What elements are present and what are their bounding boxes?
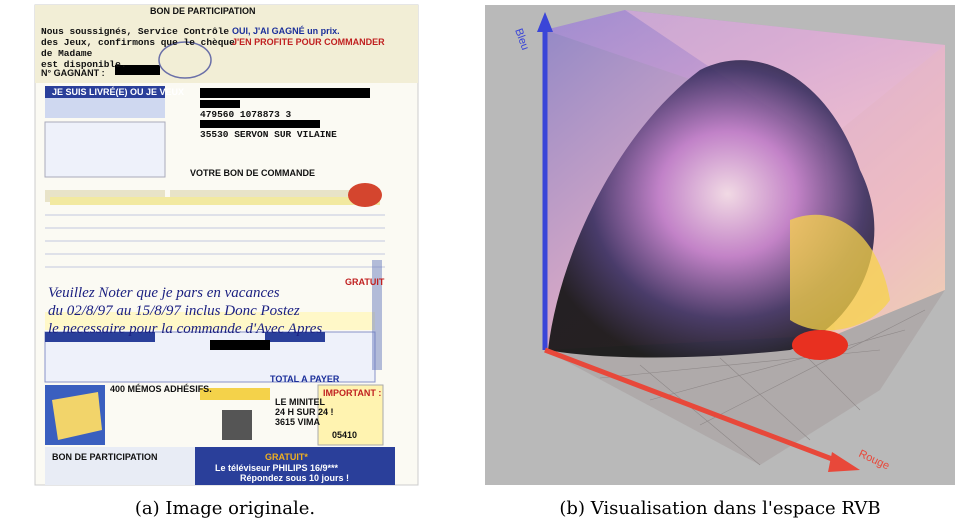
form-heading: VOTRE BON DE COMMANDE [190,168,315,178]
form-text: 05410 [332,430,357,440]
caption: (b) Visualisation dans l'espace RVB [559,498,880,519]
form-text: de Madame [41,48,93,59]
handwriting: Veuillez Noter que je pars en vacances [48,285,280,301]
form-text: 3615 VIMA [275,417,321,427]
caption: (a) Image originale. [135,498,315,519]
form-text: GRATUIT* [265,452,308,462]
handwriting: le necessaire pour la commande d'Avec Ap… [48,321,322,337]
form-text: JE SUIS LIVRÉ(E) OU JE VEUX [52,87,184,97]
form-text: des Jeux, confirmons que le chèque [41,37,235,48]
form-text: est disponible. [41,59,127,70]
form-text: IMPORTANT : [323,388,381,398]
handwriting: du 02/8/97 au 15/8/97 inclus Donc Postez [48,303,300,319]
form-text: BON DE PARTICIPATION [52,452,158,462]
form-text: Nous soussignés, Service Contrôle [41,26,229,37]
form-text: 35530 SERVON SUR VILAINE [200,129,337,140]
form-text: GRATUIT [345,277,385,287]
form-text: N° GAGNANT : [41,68,105,78]
form-text: TOTAL A PAYER [270,374,340,384]
form-text: OUI, J'AI GAGNÉ un prix. [232,26,340,36]
form-text: LE MINITEL [275,397,325,407]
form-text: J'EN PROFITE POUR COMMANDER [232,37,385,47]
form-text: 400 MÉMOS ADHÉSIFS. [110,384,212,394]
form-text: Le téléviseur PHILIPS 16/9*** [215,463,339,473]
rgb-visualisation: Bleu Rouge [485,5,955,485]
form-text: 479560 1078873 3 [200,109,292,120]
form-title: BON DE PARTICIPATION [150,6,256,16]
form-text: 24 H SUR 24 ! [275,407,334,417]
form-text: Répondez sous 10 jours ! [240,473,349,483]
original-image: BON DE PARTICIPATION Nous soussignés, Se… [34,4,419,486]
